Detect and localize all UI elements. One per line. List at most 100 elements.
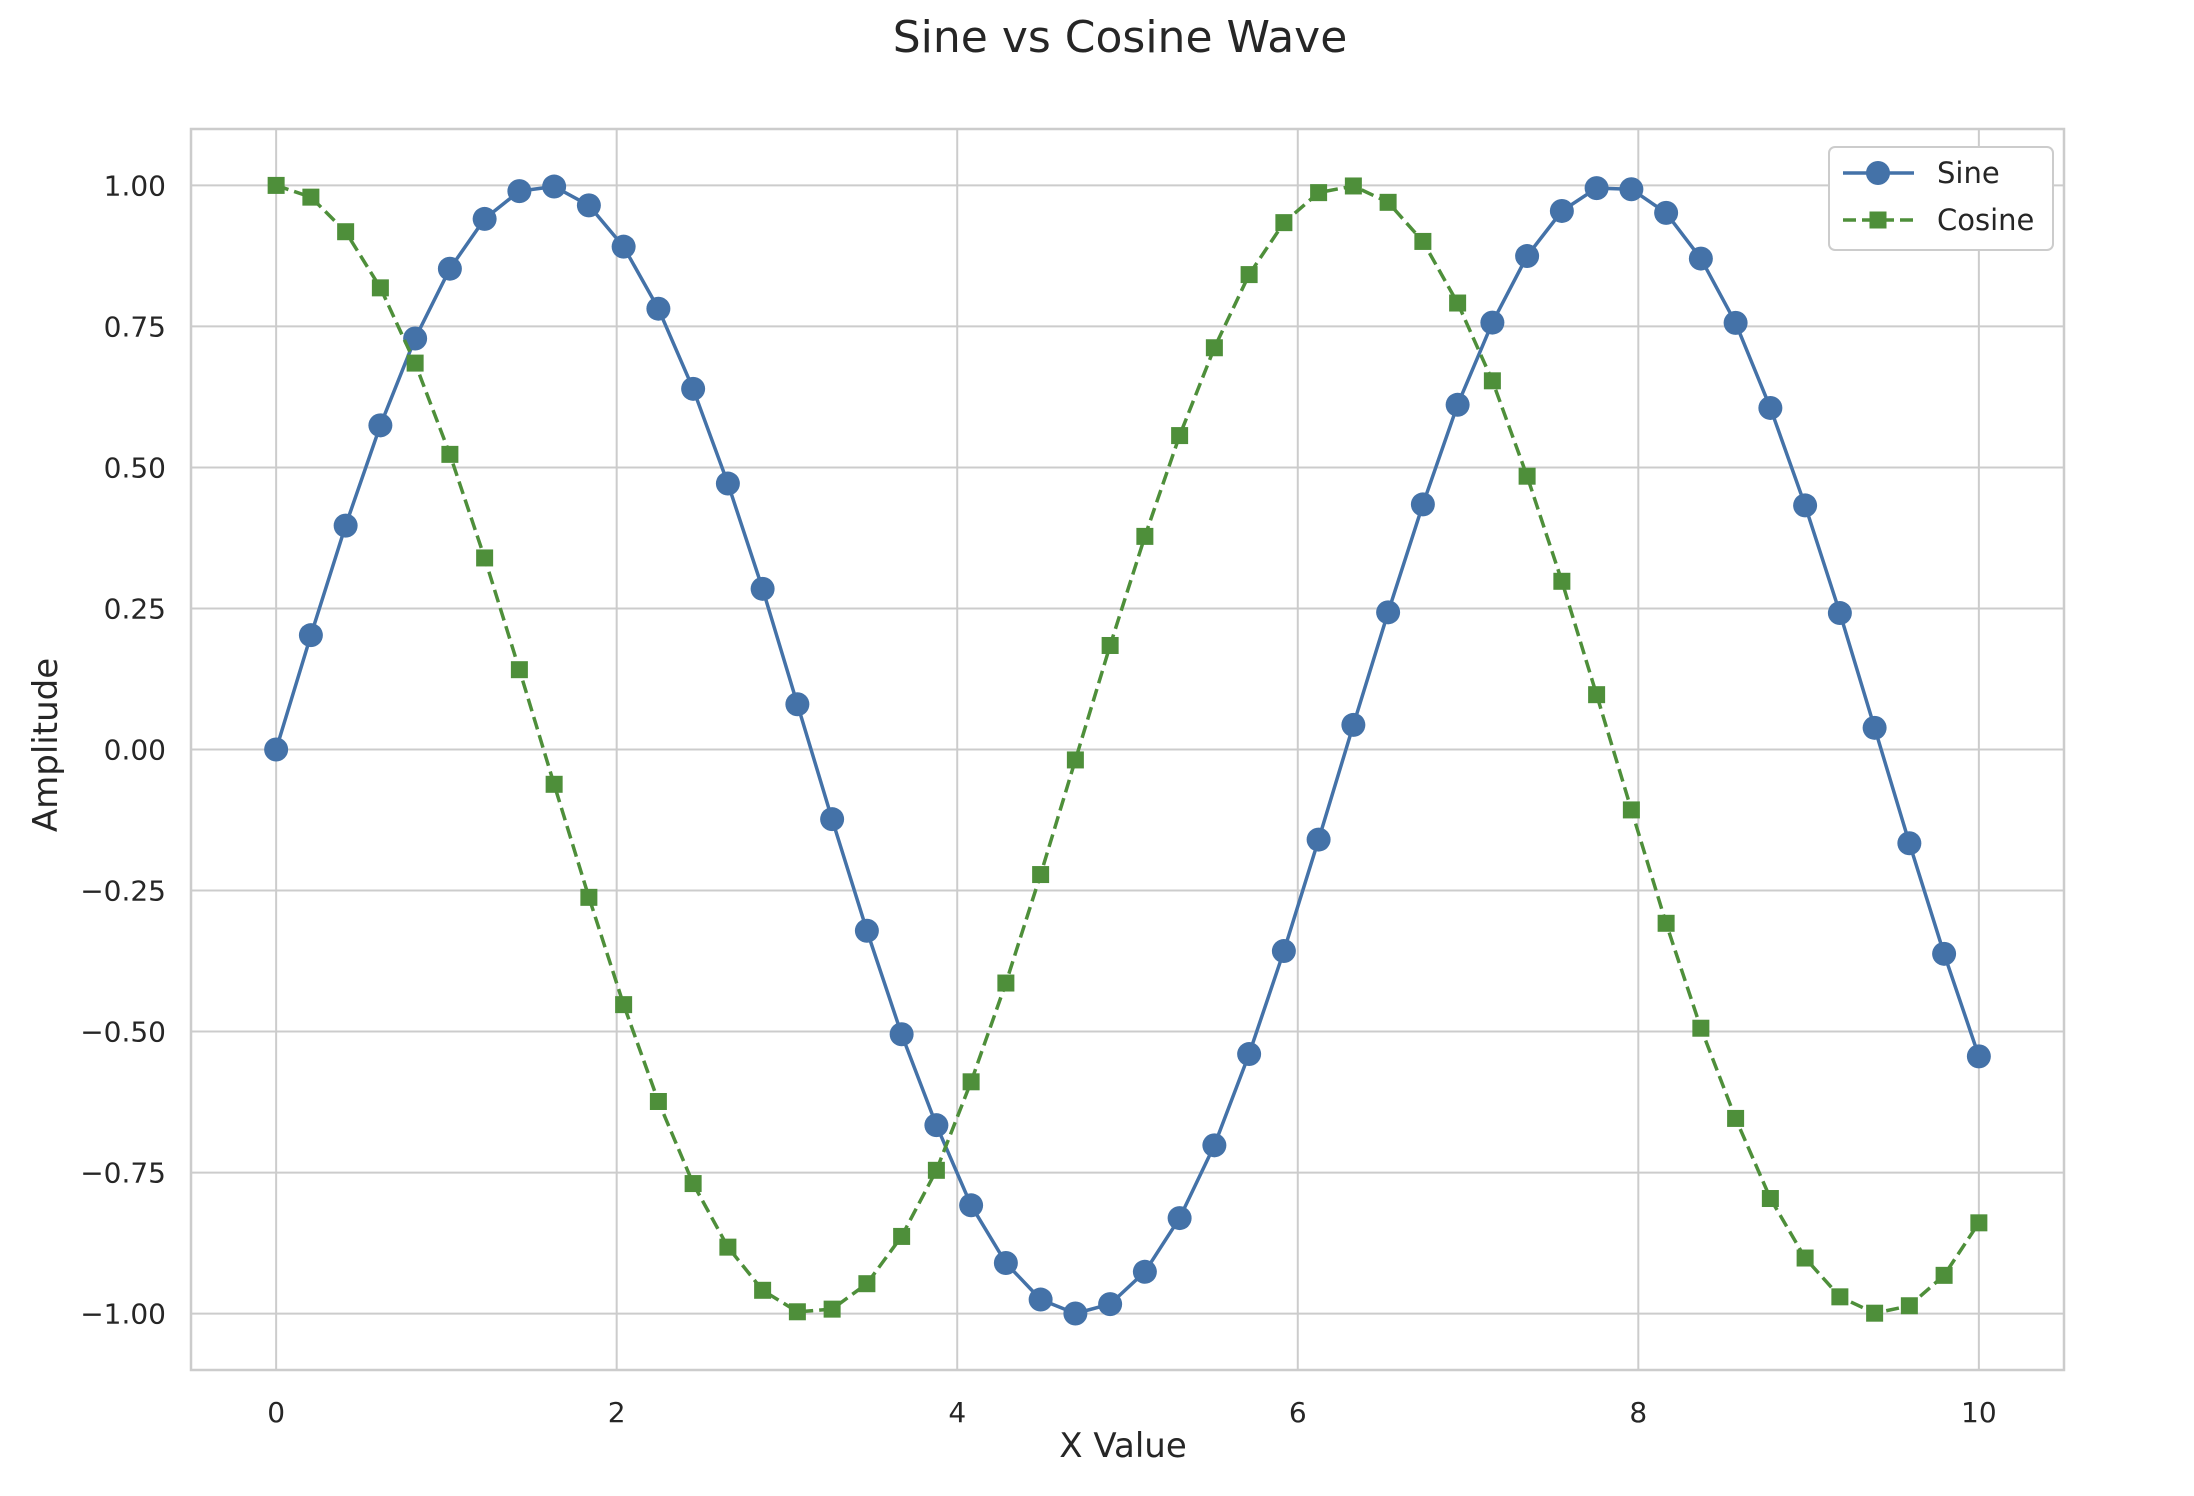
data-point-sine (1376, 600, 1401, 625)
x-axis-ticks: 0 2 4 6 8 10 (267, 1396, 1996, 1429)
x-tick-label: 2 (608, 1396, 626, 1429)
data-point-cosine (1553, 572, 1571, 590)
y-tick-label: 1.00 (104, 169, 166, 202)
data-point-sine (1584, 176, 1609, 201)
data-point-cosine (371, 279, 389, 297)
data-point-cosine (441, 445, 459, 463)
data-point-cosine (1414, 232, 1432, 250)
data-point-sine (1688, 246, 1713, 271)
y-tick-label: −0.25 (80, 875, 166, 908)
data-point-sine (750, 576, 775, 601)
data-point-cosine (754, 1281, 772, 1299)
data-point-sine (1966, 1044, 1991, 1069)
series-sine (264, 174, 1991, 1326)
data-point-cosine (893, 1227, 911, 1245)
data-point-cosine (1032, 866, 1050, 884)
data-point-sine (403, 326, 428, 351)
data-point-cosine (1796, 1249, 1814, 1267)
legend-label-cosine: Cosine (1937, 203, 2034, 237)
legend-label-sine: Sine (1937, 156, 2000, 190)
x-tick-label: 6 (1289, 1396, 1307, 1429)
data-point-cosine (1761, 1190, 1779, 1208)
series-layer (264, 174, 1991, 1326)
data-point-sine (1619, 177, 1644, 202)
data-point-cosine (580, 888, 598, 906)
data-point-cosine (1344, 177, 1362, 195)
data-point-sine (1480, 310, 1505, 335)
data-point-cosine (1518, 467, 1536, 485)
data-point-sine (1271, 939, 1296, 964)
data-point-sine (1306, 827, 1331, 852)
data-point-sine (298, 623, 323, 648)
data-point-sine (1758, 395, 1783, 420)
data-point-sine (507, 179, 532, 204)
data-point-cosine (1275, 214, 1293, 232)
x-tick-label: 10 (1961, 1396, 1997, 1429)
legend-marker-sine (1866, 161, 1890, 185)
data-point-cosine (719, 1238, 737, 1256)
data-point-sine (1654, 200, 1679, 225)
data-point-cosine (1657, 914, 1675, 932)
data-point-sine (1132, 1259, 1157, 1284)
data-point-cosine (1483, 372, 1501, 390)
y-tick-label: −0.50 (80, 1016, 166, 1049)
data-point-sine (889, 1022, 914, 1047)
data-point-sine (1028, 1287, 1053, 1312)
y-axis-ticks: −1.00 −0.75 −0.50 −0.25 0.00 0.25 0.50 0.75 1.00 (80, 169, 166, 1330)
data-point-sine (785, 692, 810, 717)
data-point-cosine (1588, 686, 1606, 704)
data-point-sine (715, 471, 740, 496)
data-point-cosine (858, 1275, 876, 1293)
data-point-cosine (1970, 1214, 1988, 1232)
data-point-sine (1862, 715, 1887, 740)
y-tick-label: −0.75 (80, 1157, 166, 1190)
data-point-sine (333, 513, 358, 538)
data-point-sine (1167, 1206, 1192, 1231)
grid (191, 129, 2064, 1370)
y-axis-label: Amplitude (26, 658, 66, 832)
data-point-cosine (1449, 294, 1467, 312)
data-point-cosine (406, 354, 424, 372)
legend: Sine Cosine (1828, 146, 2054, 251)
data-point-cosine (302, 188, 320, 206)
y-tick-label: −1.00 (80, 1298, 166, 1331)
data-point-cosine (1831, 1288, 1849, 1306)
data-point-cosine (788, 1303, 806, 1321)
data-point-sine (1793, 493, 1818, 518)
data-point-sine (1932, 941, 1957, 966)
data-point-sine (1237, 1042, 1262, 1067)
y-tick-label: 0.75 (104, 310, 166, 343)
plot-frame (189, 127, 2066, 1372)
series-line-cosine (275, 183, 1981, 1315)
data-point-sine (1063, 1301, 1088, 1326)
data-point-sine (611, 234, 636, 259)
data-point-cosine (267, 176, 285, 194)
data-point-sine (681, 376, 706, 401)
y-tick-label: 0.25 (104, 592, 166, 625)
data-point-sine (924, 1113, 949, 1138)
data-point-cosine (1066, 751, 1084, 769)
data-point-sine (1098, 1292, 1123, 1317)
data-point-sine (993, 1250, 1018, 1275)
data-point-sine (437, 256, 462, 281)
data-point-cosine (1727, 1109, 1745, 1127)
data-point-cosine (962, 1073, 980, 1091)
data-point-cosine (1379, 193, 1397, 211)
legend-marker-cosine (1869, 211, 1887, 229)
data-point-cosine (1240, 266, 1258, 284)
data-point-cosine (510, 661, 528, 679)
data-point-cosine (1900, 1297, 1918, 1315)
data-point-sine (1410, 492, 1435, 517)
x-tick-label: 8 (1629, 1396, 1647, 1429)
data-point-sine (646, 296, 671, 321)
data-point-cosine (545, 775, 563, 793)
data-point-cosine (1101, 636, 1119, 654)
data-point-cosine (1171, 427, 1189, 445)
data-point-sine (368, 413, 393, 438)
x-tick-label: 4 (948, 1396, 966, 1429)
data-point-sine (542, 174, 567, 199)
data-point-sine (1827, 601, 1852, 626)
data-point-cosine (927, 1161, 945, 1179)
data-point-cosine (615, 996, 633, 1014)
